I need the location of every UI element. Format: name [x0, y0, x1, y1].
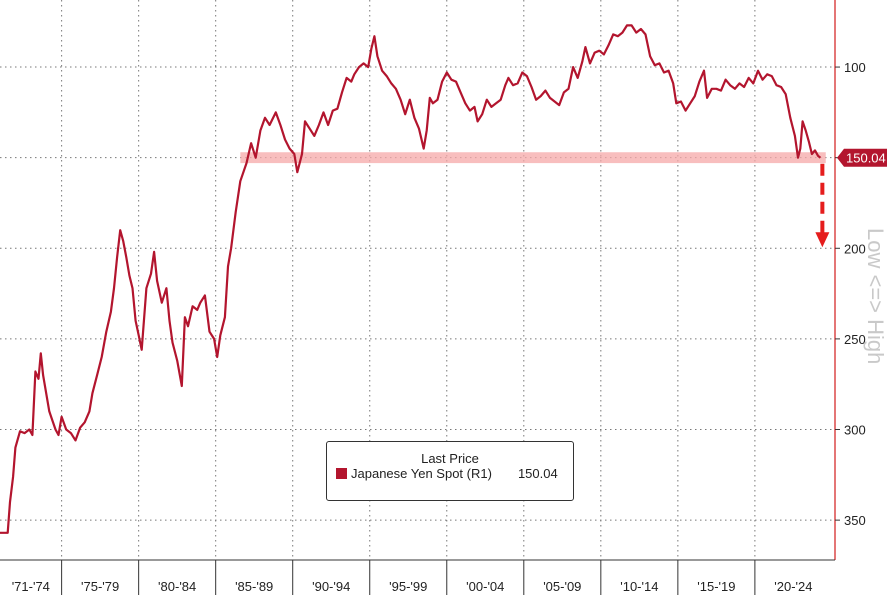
y-tick-label: 350 [844, 513, 866, 528]
gridlines [0, 0, 835, 560]
legend-series-value: 150.04 [517, 466, 558, 481]
highlight-band [240, 152, 826, 164]
last-price-badge: 150.04 [837, 148, 887, 167]
legend: Last Price Japanese Yen Spot (R1) 150.04 [326, 441, 574, 501]
series-line-yen [0, 24, 822, 534]
series-layer [0, 24, 822, 534]
x-tick-label: '05-'09 [543, 579, 581, 594]
x-tick-label: '75-'79 [81, 579, 119, 594]
x-tick-label: '90-'94 [312, 579, 350, 594]
down-arrow-icon [815, 163, 830, 248]
y-tick-label: 100 [844, 60, 866, 75]
x-tick-label: '85-'89 [235, 579, 273, 594]
x-tick-label: '10-'14 [620, 579, 658, 594]
arrow-head [815, 232, 830, 248]
x-tick-label: '00-'04 [466, 579, 504, 594]
y-tick-label: 250 [844, 332, 866, 347]
y-axis-ticks: 100150200250300350 [835, 60, 866, 528]
y-tick-label: 200 [844, 241, 866, 256]
y-tick-label: 300 [844, 423, 866, 438]
x-tick-label: '20-'24 [774, 579, 812, 594]
x-tick-label: '80-'84 [158, 579, 196, 594]
x-tick-label: '15-'19 [697, 579, 735, 594]
legend-swatch [336, 468, 347, 479]
side-axis-label: Low <=> High [863, 228, 887, 365]
last-price-label: 150.04 [846, 151, 886, 166]
x-tick-label: '71-'74 [12, 579, 50, 594]
x-tick-label: '95-'99 [389, 579, 427, 594]
legend-series-name: Japanese Yen Spot (R1) [351, 466, 492, 481]
x-axis-ticks: '71-'74 '75-'79 '80-'84 '85-'89 '90-'94 '95-'… [12, 560, 813, 595]
legend-title: Last Price [421, 451, 479, 466]
legend-entry: Japanese Yen Spot (R1) 150.04 [336, 466, 558, 481]
